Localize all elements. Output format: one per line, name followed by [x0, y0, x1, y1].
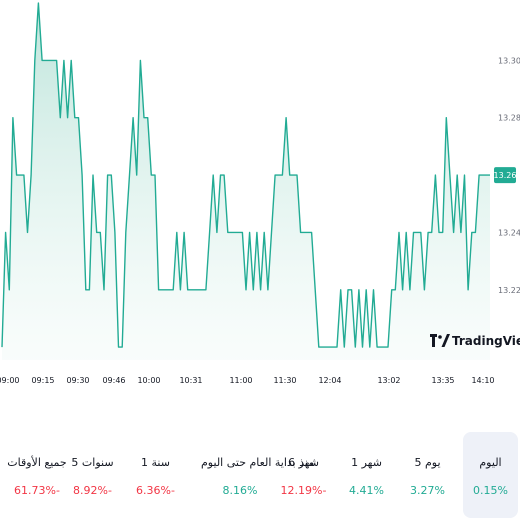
- performance-period-5[interactable]: 1 سنة 6.36%-: [128, 432, 183, 518]
- performance-period-value: 6.36%-: [136, 484, 175, 497]
- performance-period-6[interactable]: 5 سنوات 8.92%-: [65, 432, 120, 518]
- performance-period-7[interactable]: جميع الأوقات 61.73%-: [2, 432, 72, 518]
- performance-period-label: اليوم: [479, 456, 502, 469]
- x-tick-label: 12:04: [318, 376, 341, 385]
- x-axis: 09:00 09:15 09:30 09:46 10:00 10:31 11:00 11:30…: [0, 376, 495, 385]
- current-price-label: 13.26: [494, 167, 517, 184]
- current-price-badge: [494, 167, 516, 184]
- x-tick-label: 09:46: [102, 376, 125, 385]
- performance-period-value: 8.92%-: [73, 484, 112, 497]
- performance-period-label: 5 يوم: [414, 456, 441, 469]
- y-tick-label: 13.24: [498, 228, 520, 237]
- x-tick-label: 13:02: [377, 376, 400, 385]
- x-tick-label: 09:30: [66, 376, 89, 385]
- y-tick-label: 13.30: [498, 56, 520, 65]
- x-tick-label: 13:35: [431, 376, 454, 385]
- tradingview-logo-icon: [430, 334, 450, 347]
- performance-period-value: 8.16%: [222, 484, 258, 497]
- price-area: [2, 3, 490, 360]
- performance-period-label: 1 سنة: [141, 456, 170, 469]
- performance-period-value: 61.73%-: [14, 484, 60, 497]
- performance-period-label: جميع الأوقات: [7, 456, 67, 469]
- performance-period-value: 0.15%: [473, 484, 508, 497]
- y-tick-label: 13.22: [498, 286, 520, 295]
- performance-period-3[interactable]: 6 شهر 12.19%-: [276, 432, 331, 518]
- performance-period-value: 12.19%-: [280, 484, 327, 497]
- performance-period-label: 1 شهر: [351, 456, 382, 469]
- price-chart[interactable]: 09:00 09:15 09:30 09:46 10:00 10:31 11:00 11:30…: [0, 0, 520, 400]
- performance-period-label: 6 شهر: [288, 456, 319, 469]
- y-axis: 13.30 13.28 13.24 13.22: [498, 56, 520, 294]
- performance-period-1[interactable]: 5 يوم 3.27%: [400, 432, 455, 518]
- price-line: [1, 2, 490, 348]
- x-tick-label: 09:00: [0, 376, 20, 385]
- x-tick-label: 09:15: [31, 376, 54, 385]
- current-price-text: 13.26: [494, 171, 517, 180]
- performance-bar: اليوم 0.15% 5 يوم 3.27% 1 شهر 4.41% 6 شهر 12.19…: [0, 430, 520, 520]
- x-tick-label: 10:31: [179, 376, 202, 385]
- tradingview-logo[interactable]: TradingView: [430, 334, 520, 348]
- x-tick-label: 11:00: [229, 376, 252, 385]
- performance-period-label: 5 سنوات: [71, 456, 114, 469]
- performance-period-value: 4.41%: [349, 484, 384, 497]
- x-tick-label: 10:00: [137, 376, 160, 385]
- performance-period-value: 3.27%: [410, 484, 445, 497]
- x-tick-label: 11:30: [273, 376, 296, 385]
- performance-period-0[interactable]: اليوم 0.15%: [463, 432, 518, 518]
- tradingview-logo-text: TradingView: [452, 334, 520, 348]
- performance-period-4[interactable]: منذ بداية العام حتى اليوم 8.16%: [201, 432, 315, 518]
- performance-period-2[interactable]: 1 شهر 4.41%: [339, 432, 394, 518]
- x-tick-label: 14:10: [471, 376, 494, 385]
- performance-period-label: منذ بداية العام حتى اليوم: [201, 456, 315, 469]
- y-tick-label: 13.28: [498, 114, 520, 123]
